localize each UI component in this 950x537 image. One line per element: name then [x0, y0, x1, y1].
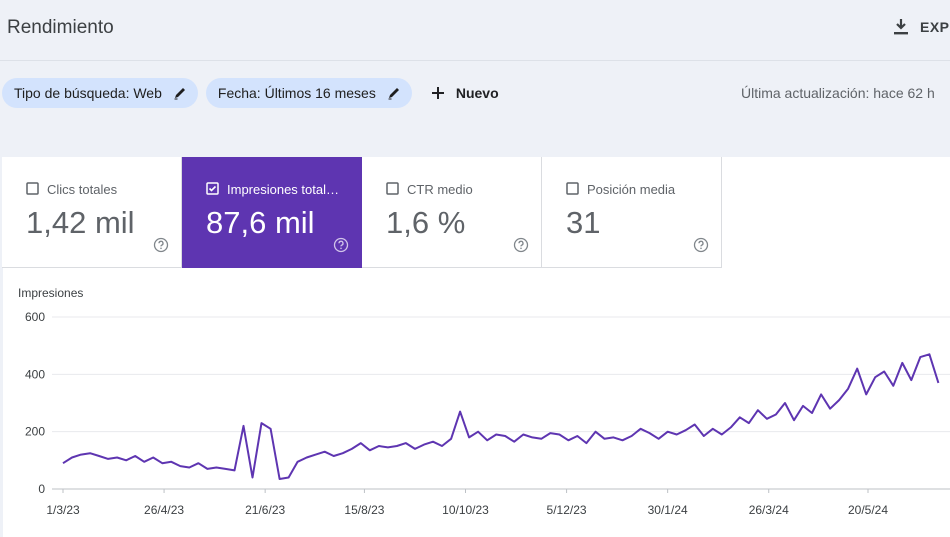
metric-card[interactable]: Clics totales 1,42 mil — [2, 157, 182, 268]
divider — [0, 60, 950, 61]
y-axis-title: Impresiones — [18, 286, 83, 300]
metric-name: Impresiones total… — [227, 181, 339, 197]
help-glyph — [693, 237, 709, 253]
metric-value: 87,6 mil — [206, 205, 315, 240]
help-icon — [513, 237, 529, 258]
download-icon — [894, 19, 908, 35]
x-tick-label: 10/10/23 — [442, 503, 489, 517]
metric-label: Clics totales — [25, 181, 117, 197]
help-glyph — [513, 237, 529, 253]
metric-cards: Clics totales 1,42 mil Impresiones total… 8… — [2, 157, 722, 268]
filter-bar: Tipo de búsqueda: Web Fecha: Últimos 16 m… — [2, 78, 499, 108]
metric-name: Posición media — [587, 181, 676, 197]
checkbox — [566, 182, 579, 195]
metric-label: Posición media — [565, 181, 675, 197]
x-tick-label: 30/1/24 — [648, 503, 688, 517]
x-tick-label: 26/3/24 — [749, 503, 789, 517]
metric-value: 31 — [566, 205, 601, 240]
export-button[interactable]: EXP — [892, 18, 950, 36]
chip-label: Fecha: Últimos 16 meses — [217, 85, 376, 101]
x-tick-label: 1/3/23 — [46, 503, 80, 517]
metric-card[interactable]: CTR medio 1,6 % — [362, 157, 542, 268]
x-tick-label: 5/12/23 — [547, 503, 587, 517]
metric-card[interactable]: Posición media 31 — [542, 157, 722, 268]
metric-value: 1,6 % — [386, 205, 466, 240]
checkbox — [206, 182, 219, 195]
help-glyph — [153, 237, 169, 253]
filter-chip[interactable]: Fecha: Últimos 16 meses — [205, 78, 412, 108]
page-title: Rendimiento — [7, 17, 114, 38]
help-icon — [693, 237, 709, 258]
metric-card[interactable]: Impresiones total… 87,6 mil — [182, 157, 362, 268]
add-filter[interactable]: Nuevo — [430, 85, 499, 101]
help-icon — [333, 237, 349, 258]
plus-icon — [431, 87, 444, 99]
chart: Impresiones 0 200 400 600 1/3/23 26/4/23 21/6/… — [18, 286, 950, 517]
checkbox — [26, 182, 39, 195]
chip-label: Tipo de búsqueda: Web — [14, 85, 162, 101]
y-tick-label: 0 — [38, 482, 45, 496]
metric-name: CTR medio — [407, 181, 473, 197]
x-tick-label: 20/5/24 — [848, 503, 888, 517]
help-icon — [153, 237, 169, 258]
add-label: Nuevo — [455, 85, 499, 101]
edit-icon — [174, 88, 185, 100]
export-label: EXP — [920, 19, 950, 35]
last-update: Última actualización: hace 62 h — [741, 85, 935, 101]
series-line — [62, 353, 940, 480]
help-glyph — [333, 237, 349, 253]
edit-icon — [388, 88, 399, 100]
y-tick-label: 400 — [25, 367, 45, 381]
x-tick-label: 21/6/23 — [245, 503, 285, 517]
metric-label: CTR medio — [385, 181, 473, 197]
y-tick-label: 200 — [25, 425, 45, 439]
filter-chip[interactable]: Tipo de búsqueda: Web — [2, 78, 198, 108]
x-tick-label: 15/8/23 — [344, 503, 384, 517]
metric-value: 1,42 mil — [26, 205, 135, 240]
metric-name: Clics totales — [47, 181, 118, 197]
checkbox — [386, 182, 399, 195]
y-tick-label: 600 — [25, 310, 45, 324]
metric-label: Impresiones total… — [205, 181, 339, 197]
x-tick-label: 26/4/23 — [144, 503, 184, 517]
